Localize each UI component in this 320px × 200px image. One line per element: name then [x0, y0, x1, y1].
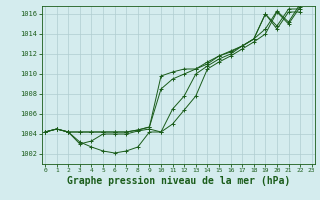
X-axis label: Graphe pression niveau de la mer (hPa): Graphe pression niveau de la mer (hPa) — [67, 176, 290, 186]
